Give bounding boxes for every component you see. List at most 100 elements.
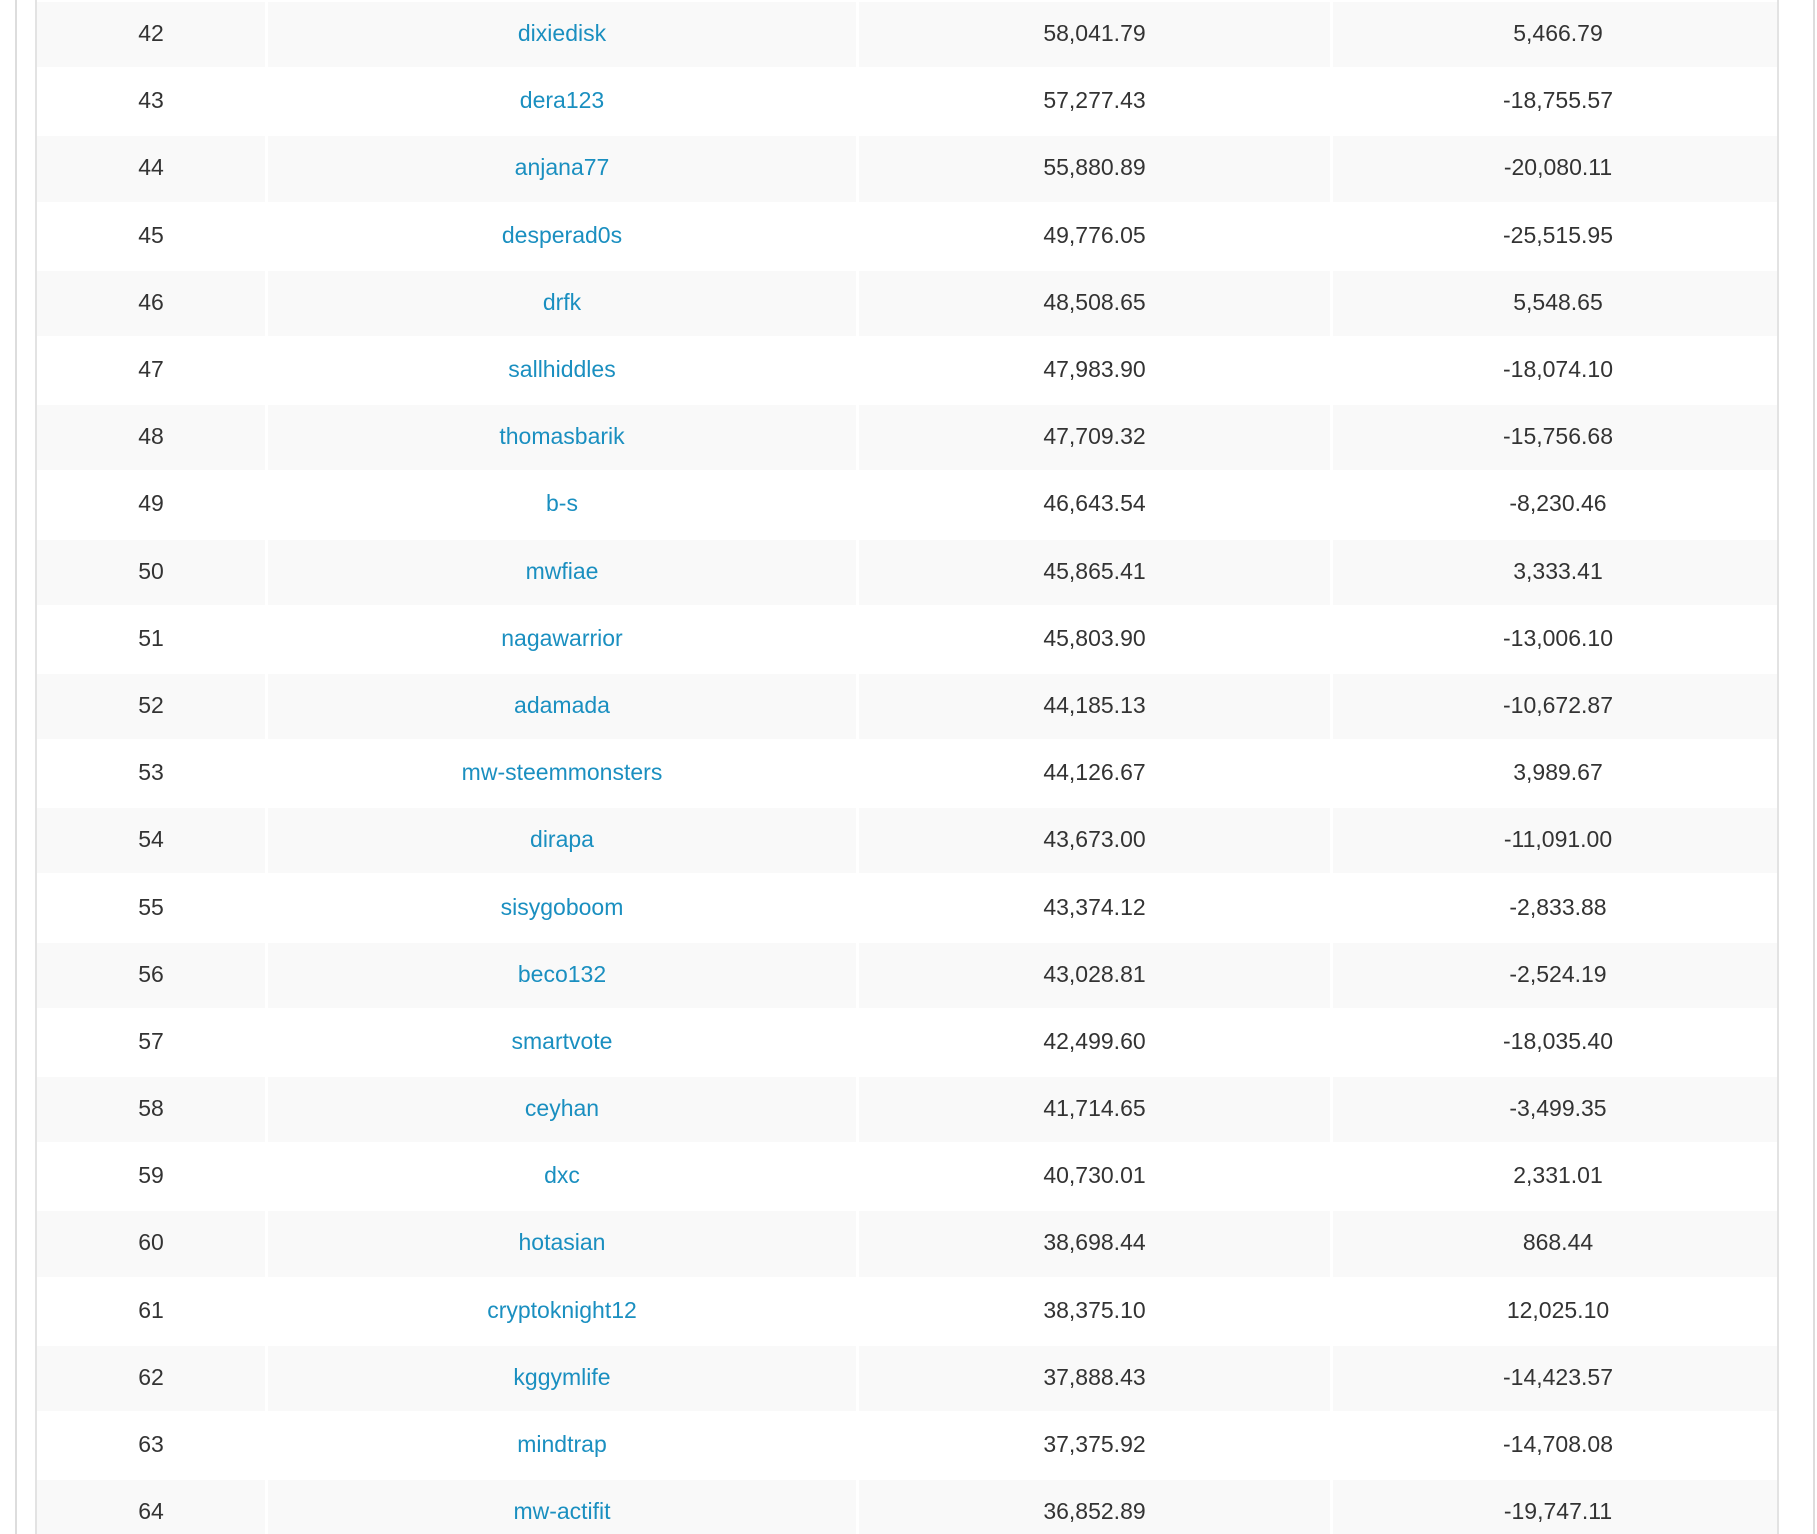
- rank-cell: 52: [37, 671, 265, 740]
- table-row: 61 cryptoknight12 38,375.10 12,025.10: [37, 1277, 1777, 1344]
- user-link[interactable]: b-s: [546, 490, 578, 517]
- ranking-table: 42 dixiedisk 58,041.79 5,466.79 43 dera123 57,…: [37, 0, 1777, 1534]
- user-cell: mw-actifit: [268, 1478, 856, 1534]
- diff-cell: -15,756.68: [1333, 403, 1777, 471]
- diff-cell: -18,035.40: [1503, 1027, 1613, 1054]
- table-row: 57 smartvote 42,499.60 -18,035.40: [37, 1008, 1777, 1075]
- diff-cell: -8,230.46: [1509, 490, 1607, 517]
- rank-cell: 58: [37, 1075, 265, 1143]
- rank-cell: 57: [138, 1027, 164, 1054]
- value-cell: 37,888.43: [859, 1343, 1330, 1411]
- user-link[interactable]: smartvote: [511, 1027, 613, 1054]
- rank-cell: 56: [37, 940, 265, 1008]
- value-cell: 45,865.41: [859, 537, 1330, 605]
- user-link[interactable]: mindtrap: [517, 1431, 607, 1458]
- user-link[interactable]: mwfiae: [525, 557, 599, 584]
- rank-cell: 59: [138, 1162, 164, 1189]
- rank-cell: 53: [138, 759, 164, 786]
- diff-cell: 2,331.01: [1513, 1162, 1603, 1189]
- diff-cell: -18,074.10: [1503, 356, 1613, 383]
- diff-cell: 868.44: [1333, 1209, 1777, 1277]
- user-link[interactable]: cryptoknight12: [487, 1296, 637, 1323]
- user-cell: dixiedisk: [268, 0, 856, 68]
- table-row: 54 dirapa 43,673.00 -11,091.00: [37, 806, 1777, 874]
- user-link[interactable]: dera123: [519, 87, 605, 114]
- user-cell: sallhiddles: [268, 336, 856, 403]
- user-cell: thomasbarik: [268, 403, 856, 471]
- value-cell: 40,730.01: [1043, 1162, 1146, 1189]
- table-row: 49 b-s 46,643.54 -8,230.46: [37, 470, 1777, 537]
- value-cell: 48,508.65: [859, 268, 1330, 336]
- diff-cell: -14,423.57: [1333, 1343, 1777, 1411]
- table-row: 51 nagawarrior 45,803.90 -13,006.10: [37, 605, 1777, 672]
- diff-cell: -13,006.10: [1503, 624, 1613, 651]
- rank-cell: 44: [37, 134, 265, 202]
- user-link[interactable]: dixiedisk: [517, 20, 607, 47]
- user-cell: dxc: [268, 1142, 856, 1209]
- value-cell: 57,277.43: [1043, 87, 1146, 114]
- user-cell: adamada: [268, 671, 856, 740]
- user-link[interactable]: anjana77: [514, 154, 610, 181]
- user-link[interactable]: kggymlife: [513, 1363, 611, 1390]
- user-link[interactable]: beco132: [517, 960, 607, 987]
- user-cell: sisygoboom: [268, 873, 856, 940]
- page-border-left: [15, 0, 17, 1534]
- user-cell: b-s: [268, 470, 856, 537]
- table-row: 46 drfk 48,508.65 5,548.65: [37, 268, 1777, 336]
- diff-cell: -18,755.57: [1503, 87, 1613, 114]
- diff-cell: -25,515.95: [1503, 221, 1613, 248]
- table-row: 50 mwfiae 45,865.41 3,333.41: [37, 537, 1777, 605]
- user-link[interactable]: adamada: [514, 691, 610, 718]
- value-cell: 41,714.65: [859, 1075, 1330, 1143]
- rank-cell: 61: [138, 1296, 164, 1323]
- rank-cell: 63: [138, 1431, 164, 1458]
- table-row: 56 beco132 43,028.81 -2,524.19: [37, 940, 1777, 1008]
- rank-cell: 50: [37, 537, 265, 605]
- value-cell: 43,673.00: [859, 806, 1330, 874]
- value-cell: 46,643.54: [1043, 490, 1146, 517]
- diff-cell: -19,747.11: [1333, 1478, 1777, 1534]
- user-cell: dera123: [268, 67, 856, 134]
- diff-cell: 5,548.65: [1333, 268, 1777, 336]
- user-cell: anjana77: [268, 134, 856, 202]
- table-row: 52 adamada 44,185.13 -10,672.87: [37, 671, 1777, 740]
- table-row: 55 sisygoboom 43,374.12 -2,833.88: [37, 873, 1777, 940]
- value-cell: 47,983.90: [1043, 356, 1146, 383]
- value-cell: 58,041.79: [859, 0, 1330, 68]
- diff-cell: 5,466.79: [1333, 0, 1777, 68]
- table-row: 63 mindtrap 37,375.92 -14,708.08: [37, 1411, 1777, 1478]
- value-cell: 38,375.10: [1043, 1296, 1146, 1323]
- user-link[interactable]: hotasian: [518, 1229, 606, 1256]
- rank-cell: 42: [37, 0, 265, 68]
- user-link[interactable]: mw-actifit: [513, 1498, 611, 1525]
- table-row: 64 mw-actifit 36,852.89 -19,747.11: [37, 1478, 1777, 1534]
- user-link[interactable]: thomasbarik: [499, 423, 625, 450]
- user-link[interactable]: ceyhan: [524, 1095, 600, 1122]
- value-cell: 55,880.89: [859, 134, 1330, 202]
- table-row: 58 ceyhan 41,714.65 -3,499.35: [37, 1075, 1777, 1143]
- rank-cell: 48: [37, 403, 265, 471]
- user-link[interactable]: drfk: [542, 288, 582, 315]
- user-link[interactable]: dxc: [544, 1162, 580, 1189]
- user-link[interactable]: desperad0s: [501, 221, 623, 248]
- user-link[interactable]: mw-steemmonsters: [461, 759, 663, 786]
- rank-cell: 47: [138, 356, 164, 383]
- page-border-right: [1813, 0, 1815, 1534]
- user-cell: smartvote: [268, 1008, 856, 1075]
- user-cell: ceyhan: [268, 1075, 856, 1143]
- user-cell: desperad0s: [268, 202, 856, 269]
- diff-cell: -2,524.19: [1333, 940, 1777, 1008]
- rank-cell: 55: [138, 893, 164, 920]
- user-link[interactable]: sallhiddles: [508, 356, 616, 383]
- value-cell: 49,776.05: [1043, 221, 1146, 248]
- rank-cell: 49: [138, 490, 164, 517]
- table-row: 47 sallhiddles 47,983.90 -18,074.10: [37, 336, 1777, 403]
- value-cell: 45,803.90: [1043, 624, 1146, 651]
- user-link[interactable]: sisygoboom: [500, 893, 624, 920]
- user-link[interactable]: nagawarrior: [501, 624, 623, 651]
- user-link[interactable]: dirapa: [530, 826, 594, 853]
- value-cell: 38,698.44: [859, 1209, 1330, 1277]
- diff-cell: -14,708.08: [1503, 1431, 1613, 1458]
- table-row: 60 hotasian 38,698.44 868.44: [37, 1209, 1777, 1277]
- table-row: 48 thomasbarik 47,709.32 -15,756.68: [37, 403, 1777, 471]
